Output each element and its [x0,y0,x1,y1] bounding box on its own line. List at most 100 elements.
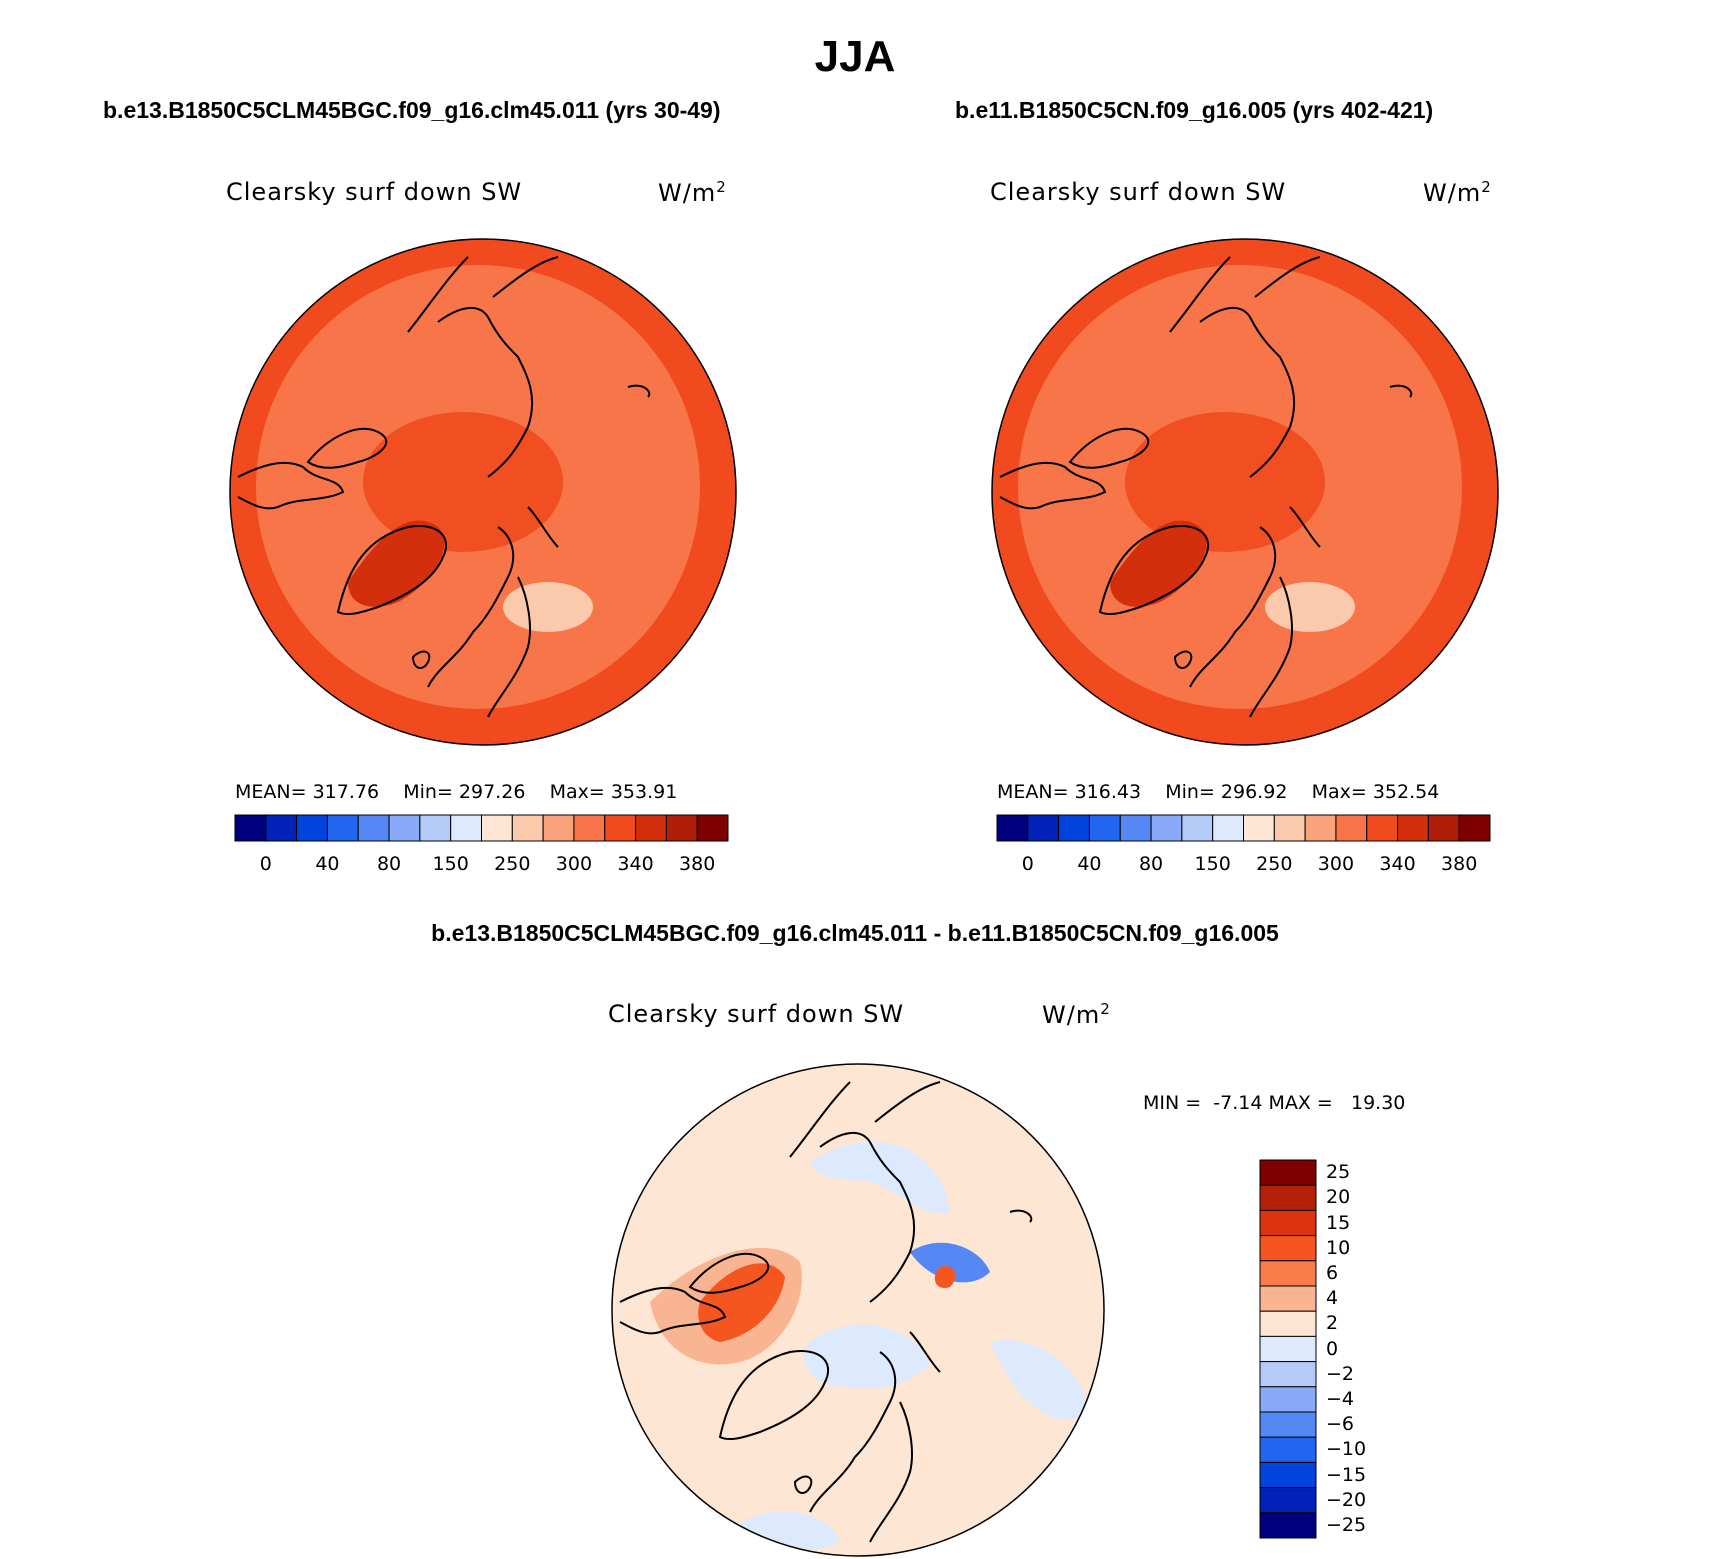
colorbar-swatch [357,814,390,842]
panel-2-colorbar [996,814,1491,842]
colorbar-tick-label: 80 [1138,853,1164,875]
colorbar-swatch [1259,1310,1317,1337]
difference-units: W/m2 [1042,1000,1111,1029]
colorbar-swatch [1259,1361,1317,1388]
colorbar-tick-label: 6 [1326,1262,1339,1284]
colorbar-swatch [1088,814,1121,842]
colorbar-swatch [1259,1235,1317,1262]
diff-negative-region-east [990,1340,1090,1420]
diff-negative-region-north [810,1141,950,1215]
panel-1-polar-map [229,238,737,746]
panel-2-units: W/m2 [1423,178,1492,207]
difference-title: b.e13.B1850C5CLM45BGC.f09_g16.clm45.011 … [431,920,1279,946]
colorbar-swatch [1427,814,1460,842]
colorbar-tick-label: 300 [1317,853,1355,875]
colorbar-tick-label: 250 [494,853,531,875]
colorbar-swatch [635,814,667,842]
panel-2-case-title: b.e11.B1850C5CN.f09_g16.005 (yrs 402-421… [955,97,1434,123]
diff-strong-positive-spot [934,1266,956,1288]
colorbar-swatch [388,814,421,842]
colorbar-tick-label: 250 [1256,853,1293,875]
difference-polar-map [611,1063,1105,1557]
panel-2-stats: MEAN= 316.43 Min= 296.92 Max= 352.54 [997,781,1440,803]
colorbar-tick-label: 15 [1326,1211,1351,1234]
colorbar-swatch [1259,1461,1317,1489]
panel-1-colorbar [234,814,729,842]
colorbar-swatch [1058,814,1090,842]
colorbar-swatch [511,814,544,842]
colorbar-tick-label: 380 [1441,853,1478,875]
colorbar-swatch [1397,814,1429,842]
colorbar-swatch [1366,814,1399,842]
colorbar-swatch [1259,1436,1317,1463]
scandinavia-low-field [503,582,593,632]
colorbar-tick-label: 150 [1194,853,1231,875]
colorbar-swatch [265,814,298,842]
coastlines [999,256,1413,718]
colorbar-tick-label: 80 [376,853,402,875]
panel-1-stats: MEAN= 317.76 Min= 297.26 Max= 353.91 [235,781,678,803]
colorbar-swatch [1212,814,1244,842]
colorbar-tick-label: 40 [315,853,340,875]
colorbar-swatch [1259,1159,1317,1186]
colorbar-tick-label: 340 [1379,853,1416,875]
difference-stats: MIN = -7.14 MAX = 19.30 [1143,1092,1406,1114]
diff-negative-region-central [803,1324,930,1388]
colorbar-tick-label: 20 [1326,1186,1351,1209]
colorbar-tick-label: 0 [259,853,272,875]
colorbar-tick-label: −2 [1326,1362,1355,1385]
colorbar-swatch [542,814,575,842]
colorbar-swatch [1335,814,1368,842]
colorbar-tick-label: −25 [1326,1514,1367,1536]
panel-1-units: W/m2 [658,178,727,207]
colorbar-tick-label: −4 [1326,1388,1355,1410]
colorbar-swatch [1259,1487,1317,1514]
colorbar-tick-label: −20 [1326,1488,1367,1511]
colorbar-swatch [1304,814,1337,842]
colorbar-tick-label: 0 [1021,853,1034,875]
colorbar-swatch [573,814,606,842]
colorbar-tick-label: 4 [1326,1287,1339,1310]
difference-colorbar [1259,1159,1317,1539]
colorbar-swatch [1259,1209,1317,1237]
colorbar-tick-label: 340 [617,853,654,875]
diff-strong-positive-region [698,1263,785,1342]
colorbar-tick-label: 10 [1326,1236,1351,1259]
colorbar-tick-label: −10 [1326,1438,1367,1461]
difference-variable-label: Clearsky surf down SW [608,1000,905,1028]
panel-1-case-title: b.e13.B1850C5CLM45BGC.f09_g16.clm45.011 … [103,97,721,123]
colorbar-swatch [1259,1512,1317,1539]
colorbar-swatch [665,814,698,842]
diff-strong-negative-region [910,1242,990,1283]
colorbar-swatch [696,814,729,842]
colorbar-swatch [326,814,359,842]
colorbar-swatch [1259,1285,1317,1312]
colorbar-swatch [1259,1260,1317,1287]
colorbar-swatch [1259,1335,1317,1363]
coastlines [619,1081,1033,1543]
colorbar-tick-label: 40 [1077,853,1102,875]
colorbar-tick-label: 25 [1326,1161,1351,1184]
colorbar-swatch [1458,814,1491,842]
colorbar-swatch [1259,1386,1317,1413]
colorbar-tick-label: −6 [1326,1413,1355,1436]
colorbar-swatch [1119,814,1152,842]
panel-1-variable-label: Clearsky surf down SW [226,178,523,206]
colorbar-swatch [604,814,637,842]
colorbar-tick-label: 380 [679,853,716,875]
colorbar-tick-label: 0 [1326,1337,1339,1360]
colorbar-swatch [450,814,482,842]
colorbar-swatch [1259,1184,1317,1211]
colorbar-swatch [234,814,267,842]
colorbar-swatch [481,814,513,842]
colorbar-tick-label: 300 [555,853,593,875]
colorbar-swatch [296,814,328,842]
panel-2-variable-label: Clearsky surf down SW [990,178,1287,206]
colorbar-swatch [419,814,452,842]
colorbar-swatch [1273,814,1306,842]
colorbar-tick-label: 150 [432,853,469,875]
scandinavia-low-field [1265,582,1355,632]
colorbar-tick-label: 2 [1326,1312,1339,1335]
pole-field [1125,412,1325,552]
colorbar-swatch [1150,814,1183,842]
